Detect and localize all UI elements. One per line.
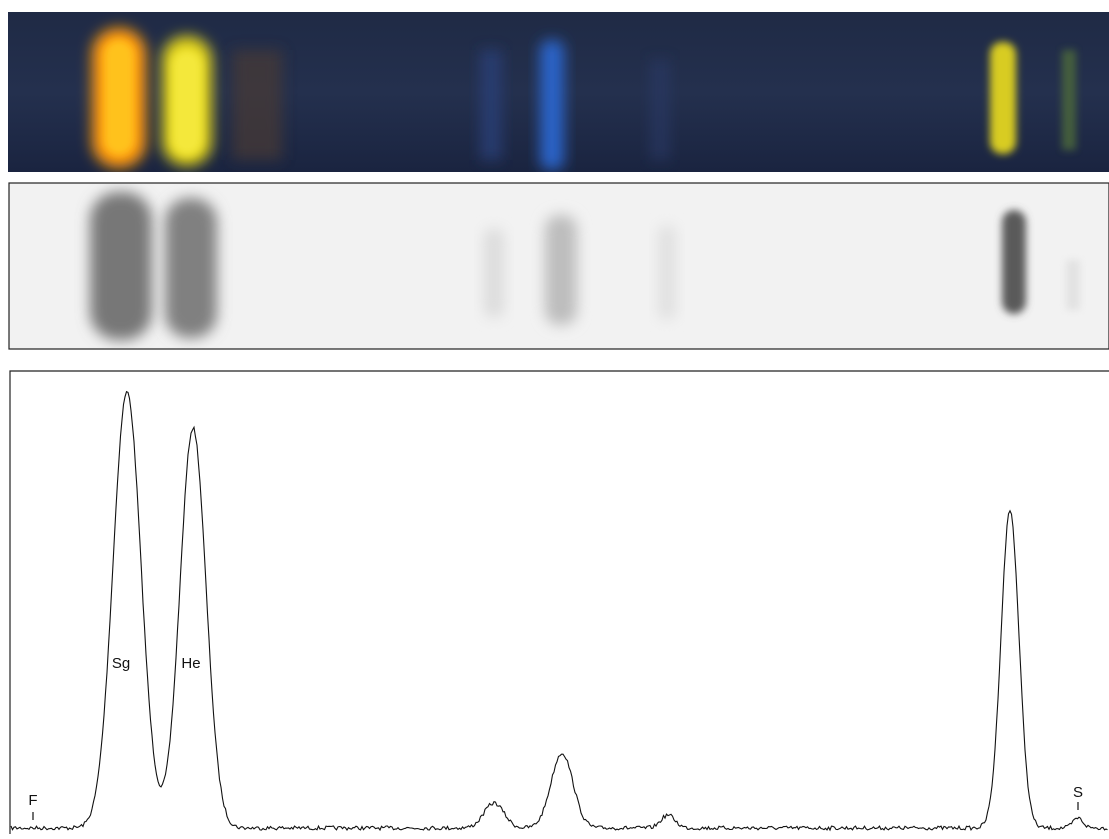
page: {"labels": {"front": "F", "start": "S", …: [0, 0, 1109, 834]
front-label: F: [28, 792, 37, 809]
densitogram: F S Sg He: [10, 371, 1109, 834]
grayscale-plate-image: [9, 183, 1109, 349]
start-label: S: [1073, 784, 1083, 801]
uv-plate-image: [8, 12, 1109, 172]
peak-label: He: [181, 655, 200, 672]
figure: F S Sg He: [0, 0, 1109, 834]
peak-label: Sg: [112, 655, 130, 672]
panel-frame: [10, 371, 1109, 834]
densitogram-trace: [11, 392, 1108, 830]
